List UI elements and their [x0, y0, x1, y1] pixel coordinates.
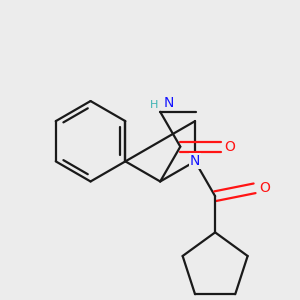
- Text: O: O: [225, 140, 236, 154]
- Text: N: N: [190, 154, 200, 168]
- Text: H: H: [150, 100, 158, 110]
- Text: O: O: [259, 181, 270, 195]
- Text: N: N: [164, 96, 174, 110]
